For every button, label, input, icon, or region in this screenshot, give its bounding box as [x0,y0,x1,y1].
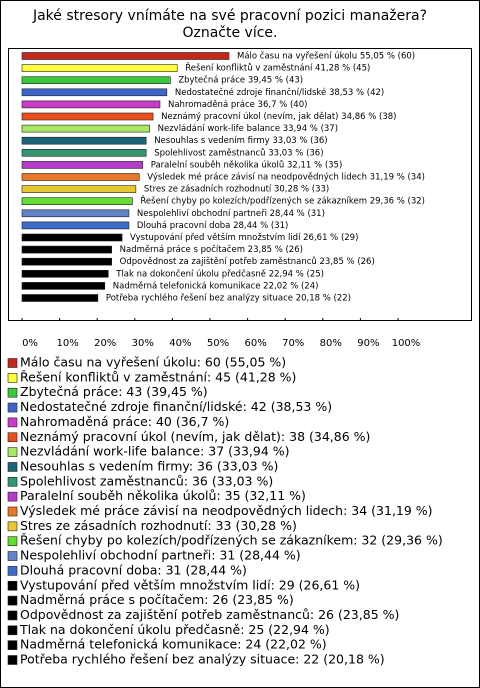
value-label: Neznámý pracovní úkol (nevím, jak dělat)… [161,112,396,122]
legend-label: Řešení chyby po kolezích/podřízených se … [20,533,443,548]
value-label: Řešení konfliktů v zaměstnání 41,28 % (4… [185,63,370,74]
value-label: Nezvládání work-life balance 33,94 % (37… [158,124,338,134]
legend-label: Málo času na vyřešení úkolu: 60 (55,05 %… [20,355,286,370]
legend-swatch [7,506,18,517]
value-label: Nadměrná práce s počítačem 23,85 % (26) [120,244,303,255]
bar [21,161,144,169]
legend-swatch [7,625,18,636]
value-label: Spolehlivost zaměstnanců 33,03 % (36) [154,147,323,158]
legend-swatch [7,521,18,532]
value-label: Nedostatečné zdroje finanční/lidské 38,5… [175,87,384,98]
value-label: Paralelní souběh několika úkolů 32,11 % … [151,159,343,170]
legend-swatch [7,566,18,576]
value-label: Odpovědnost za zajištění potřeb zaměstna… [120,256,375,267]
bar [21,52,230,60]
bar [21,233,123,242]
x-tick-label: 40% [169,338,191,349]
legend-swatch [7,432,18,443]
legend-label: Výsledek mé práce závisí na neodpovědnýc… [20,503,433,518]
legend-label: Dlouhá pracovní doba: 31 (28,44 %) [20,562,247,577]
bar [21,136,147,145]
plot-border [8,48,472,321]
legend-label: Nadměrná telefonická komunikace: 24 (22,… [20,637,327,652]
legend-label: Potřeba rychlého řešení bez analýzy situ… [20,652,385,667]
legend-swatch [7,551,18,561]
legend-swatch [7,595,18,606]
legend-label: Neznámý pracovní úkol (nevím, jak dělat)… [20,429,370,444]
legend-swatch [7,536,18,547]
value-label: Řešení chyby po kolezích/podřízených se … [140,196,425,207]
x-tick-label: 10% [56,338,78,349]
legend-label: Vystupování před větším množstvím lidí: … [20,577,360,592]
legend-swatch [7,417,18,428]
legend-label: Tlak na dokončení úkolu předčasně: 25 (2… [19,622,330,637]
x-tick-label: 80% [320,338,342,349]
value-label: Dlouhá pracovní doba 28,44 % (31) [137,221,288,231]
legend-label: Nezvládání work-life balance: 37 (33,94 … [20,444,290,459]
legend-swatch [7,640,18,650]
x-tick-label: 60% [244,338,266,349]
value-label: Výsledek mé práce závisí na neodpovědnýc… [147,172,425,183]
bar [21,294,99,302]
x-tick-label: 30% [132,338,154,349]
bar [21,76,171,84]
x-tick-label: 50% [207,338,229,349]
legend-swatch [7,373,18,383]
bar [21,257,112,266]
bar [21,197,133,205]
legend-label: Zbytečná práce: 43 (39,45 %) [20,384,208,399]
legend-label: Spolehlivost zaměstnanců: 36 (33,03 %) [20,473,273,488]
value-label: Nespolehliví obchodní partneři 28,44 % (… [137,209,325,219]
value-label: Vystupování před větším množstvím lidí 2… [130,232,358,243]
legend-label: Nedostatečné zdroje finanční/lidské: 42 … [20,399,332,414]
legend-label: Nespolehliví obchodní partneři: 31 (28,4… [20,548,301,563]
value-label: Zbytečná práce 39,45 % (43) [178,75,303,86]
value-label: Nahromaděná práce 36,7 % (40) [168,100,307,110]
legend-label: Nesouhlas s vedením firmy: 36 (33,03 %) [20,458,278,473]
bar [21,282,106,290]
bar [21,245,112,254]
legend-swatch [7,462,18,472]
legend-swatch [7,447,18,457]
legend-swatch [7,580,18,591]
bar [21,209,130,218]
legend-swatch [7,655,18,665]
bar [21,124,150,133]
legend-swatch [7,476,18,487]
legend-swatch [7,402,18,413]
legend-swatch [7,610,18,621]
x-tick-label: 90% [357,338,379,349]
value-label: Potřeba rychlého řešení bez analýzy situ… [106,293,351,304]
bar [21,112,154,121]
value-label: Nadměrná telefonická komunikace 22,02 % … [113,281,319,291]
legend-swatch [7,358,18,368]
legend-label: Řešení konfliktů v zaměstnání: 45 (41,28… [20,369,296,384]
bar [21,149,147,157]
legend-swatch [7,491,18,502]
legend-label: Stres ze zásadních rozhodnutí: 33 (30,28… [20,518,297,533]
bar [21,64,178,72]
legend-label: Odpovědnost za zajištění potřeb zaměstna… [20,607,399,622]
x-tick-label: 70% [282,338,304,349]
legend-label: Nahromaděná práce: 40 (36,7 %) [20,414,229,429]
legend-swatch [7,387,18,398]
value-label: Tlak na dokončení úkolu předčasně 22,94 … [115,268,324,279]
value-label: Málo času na vyřešení úkolu 55,05 % (60) [237,51,415,62]
value-label: Nesouhlas s vedením firmy 33,03 % (36) [154,136,327,146]
bar [21,88,168,97]
bar [21,185,137,193]
bar [21,269,109,278]
bar [21,100,161,109]
legend-label: Paralelní souběh několika úkolů: 35 (32,… [20,488,306,503]
x-tick-label: 0% [22,338,38,349]
chart-title: Jaké stresory vnímáte na své pracovní po… [32,8,428,41]
legend-label: Nadměrná práce s počítačem: 26 (23,85 %) [20,592,294,607]
bar [21,173,140,181]
bar [21,221,130,230]
x-tick-label: 100% [392,338,421,349]
value-label: Stres ze zásadních rozhodnutí 30,28 % (3… [144,185,329,195]
x-tick-label: 20% [94,338,116,349]
